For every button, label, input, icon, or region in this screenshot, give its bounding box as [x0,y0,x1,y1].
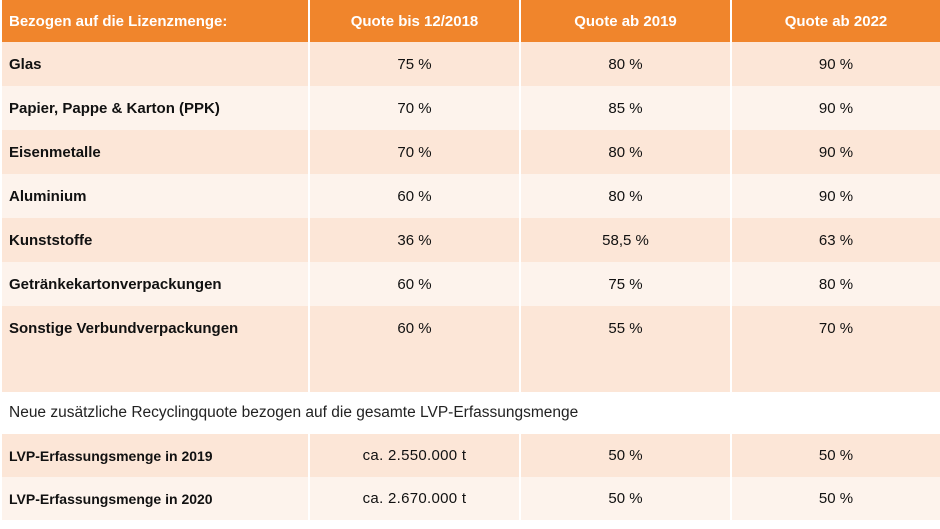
header-quota-2022: Quote ab 2022 [732,0,940,42]
lvp-amount: ca. 2.670.000 t [310,477,519,520]
quota-2022: 70 % [732,306,940,350]
quota-2022: 90 % [732,42,940,86]
material-label: Getränkekartonverpackungen [2,262,308,306]
header-quota-2019: Quote ab 2019 [521,0,730,42]
lvp-note-text: Neue zusätzliche Recyclingquote bezogen … [2,392,940,434]
table-row: Eisenmetalle 70 % 80 % 90 % [2,130,940,174]
material-label: Glas [2,42,308,86]
quota-2018: 75 % [310,42,519,86]
table-row: Papier, Pappe & Karton (PPK) 70 % 85 % 9… [2,86,940,130]
quota-2022: 80 % [732,262,940,306]
lvp-label: LVP-Erfassungsmenge in 2020 [2,477,308,520]
quota-2018: 70 % [310,86,519,130]
quota-2022: 90 % [732,86,940,130]
material-label: Eisenmetalle [2,130,308,174]
quota-2019: 50 % [521,434,730,477]
note-row: Neue zusätzliche Recyclingquote bezogen … [2,392,940,434]
material-label: Kunststoffe [2,218,308,262]
table-header-row: Bezogen auf die Lizenzmenge: Quote bis 1… [2,0,940,42]
quota-2022: 63 % [732,218,940,262]
quota-2018: 70 % [310,130,519,174]
material-label: Aluminium [2,174,308,218]
quota-2018: 36 % [310,218,519,262]
lvp-amount: ca. 2.550.000 t [310,434,519,477]
header-label: Bezogen auf die Lizenzmenge: [2,0,308,42]
quota-2019: 85 % [521,86,730,130]
header-quota-2018: Quote bis 12/2018 [310,0,519,42]
table-row: Aluminium 60 % 80 % 90 % [2,174,940,218]
quota-2018: 60 % [310,306,519,350]
lvp-label: LVP-Erfassungsmenge in 2019 [2,434,308,477]
quota-2019: 80 % [521,130,730,174]
quota-2019: 80 % [521,42,730,86]
quota-2019: 55 % [521,306,730,350]
quota-2018: 60 % [310,262,519,306]
table-row: Kunststoffe 36 % 58,5 % 63 % [2,218,940,262]
quota-2019: 50 % [521,477,730,520]
quota-2022: 90 % [732,174,940,218]
quota-2019: 75 % [521,262,730,306]
spacer-row [2,350,940,392]
quota-2018: 60 % [310,174,519,218]
table-row: LVP-Erfassungsmenge in 2019 ca. 2.550.00… [2,434,940,477]
quota-2019: 58,5 % [521,218,730,262]
table-row: Getränkekartonverpackungen 60 % 75 % 80 … [2,262,940,306]
material-label: Sonstige Verbundverpackungen [2,306,308,350]
quota-2022: 90 % [732,130,940,174]
material-label: Papier, Pappe & Karton (PPK) [2,86,308,130]
quota-2022: 50 % [732,434,940,477]
quota-2019: 80 % [521,174,730,218]
quota-2022: 50 % [732,477,940,520]
table-row: Glas 75 % 80 % 90 % [2,42,940,86]
table-row: Sonstige Verbundverpackungen 60 % 55 % 7… [2,306,940,350]
table-row: LVP-Erfassungsmenge in 2020 ca. 2.670.00… [2,477,940,520]
